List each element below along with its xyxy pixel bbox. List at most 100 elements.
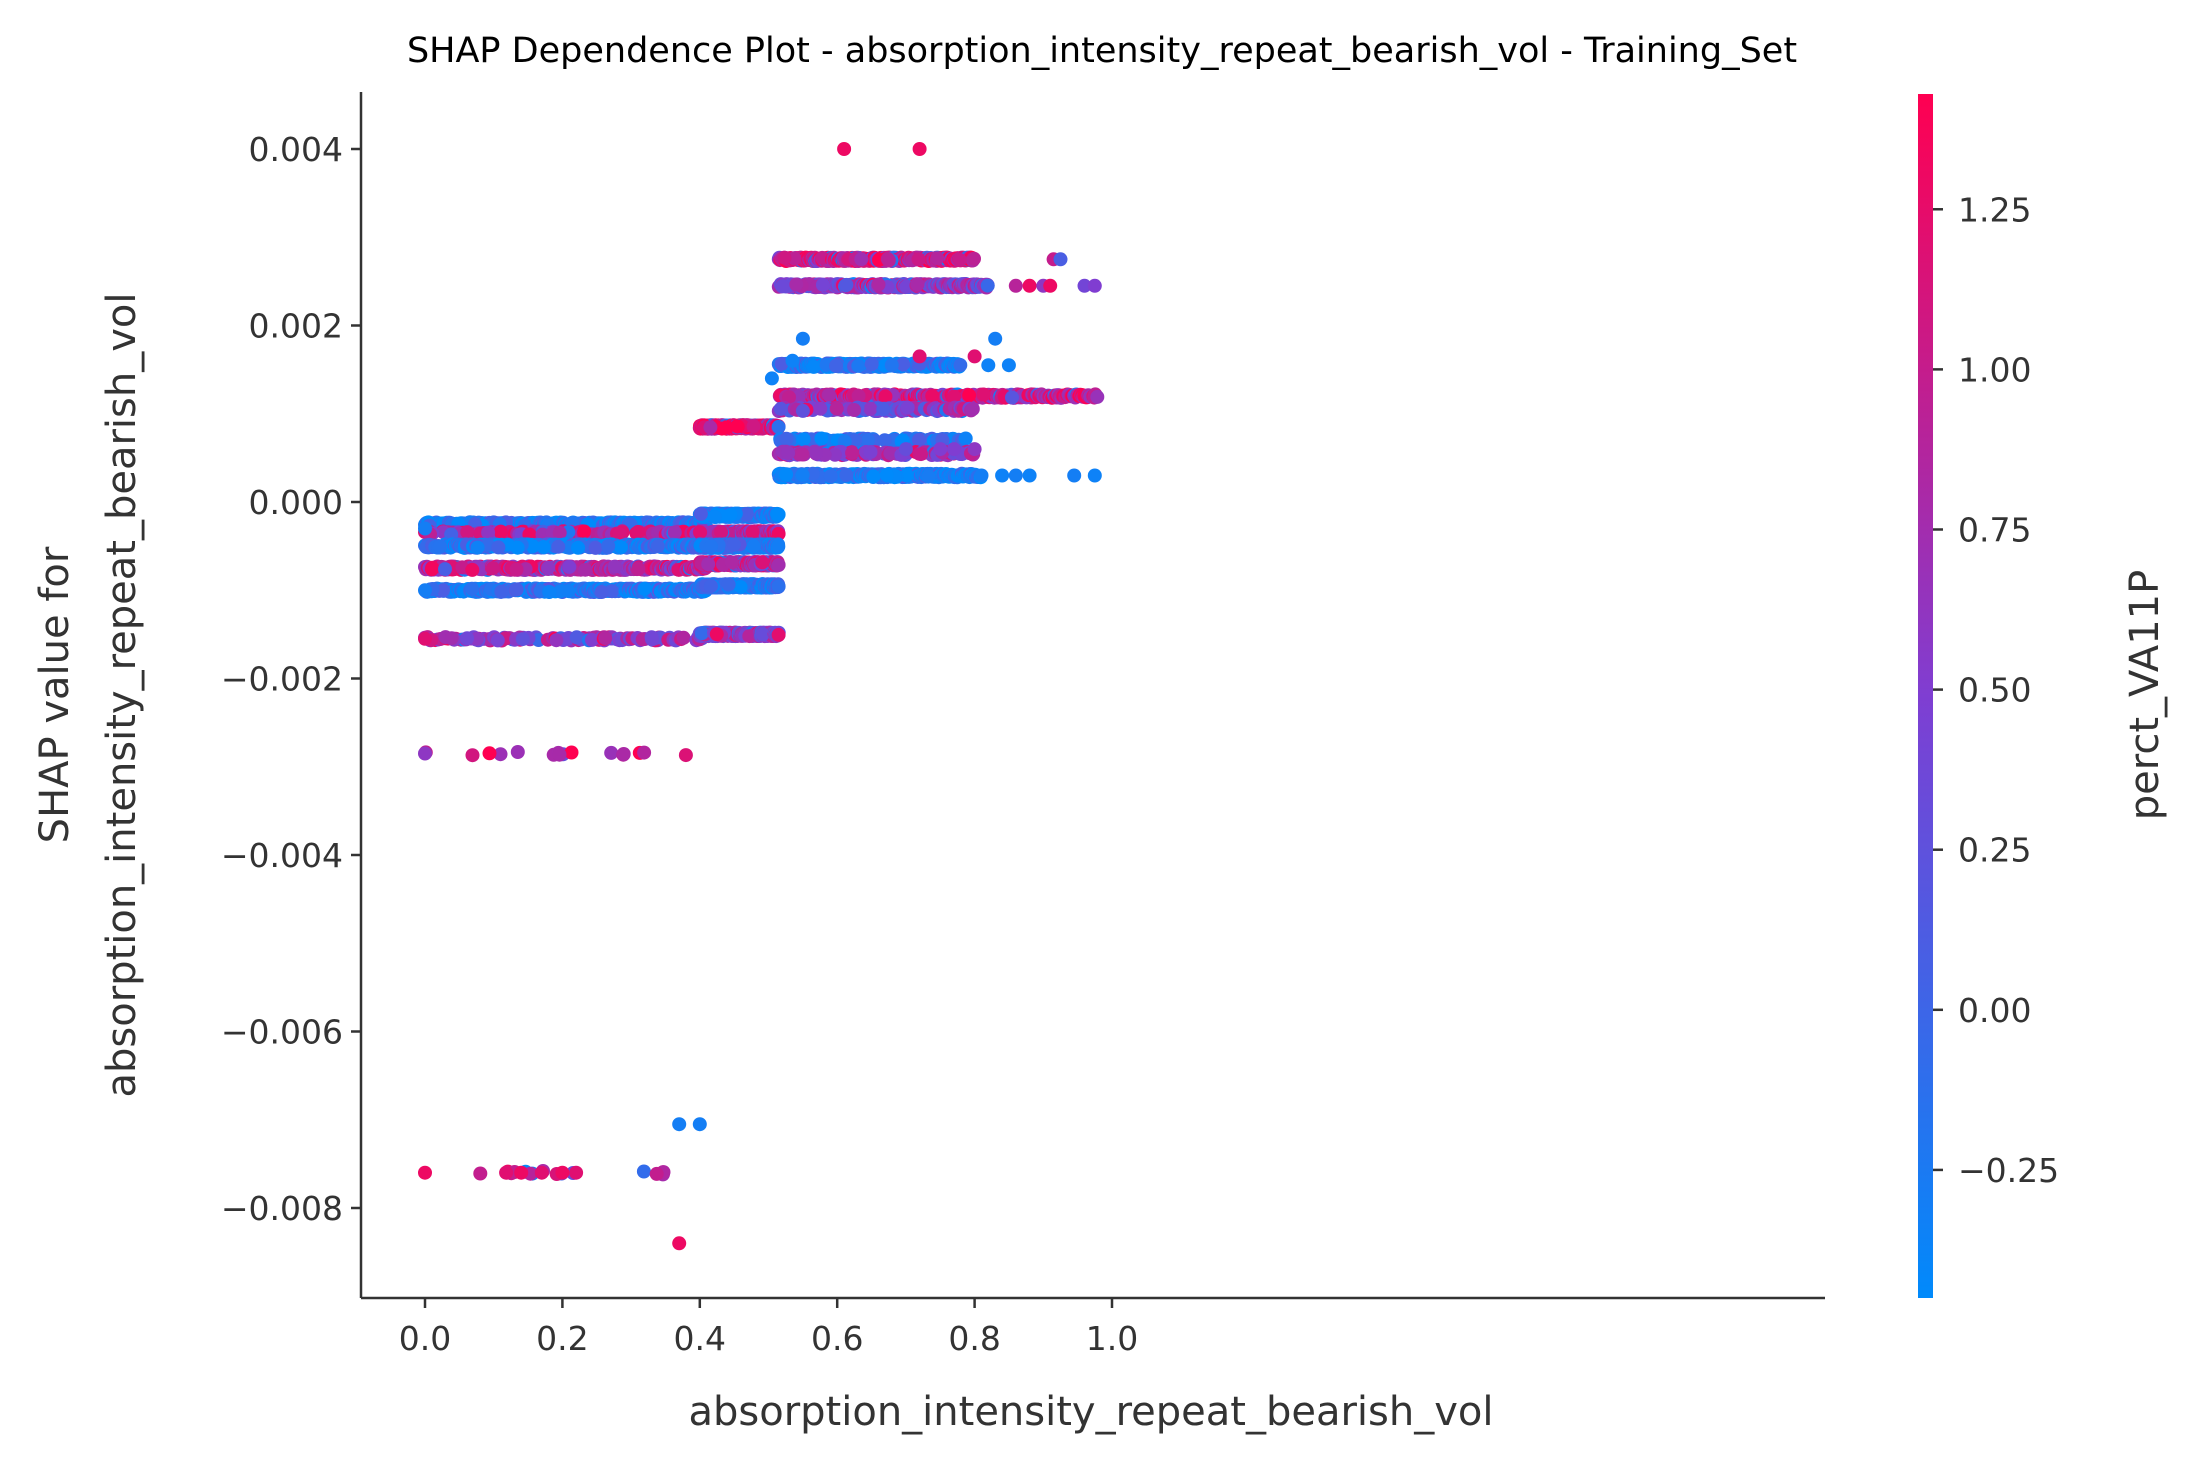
- scatter-point: [730, 419, 745, 434]
- scatter-point: [464, 581, 479, 596]
- scatter-band: [418, 524, 709, 542]
- scatter-point: [952, 253, 967, 267]
- scatter-point: [424, 562, 439, 577]
- scatter-point: [910, 277, 925, 292]
- scatter-band: [771, 277, 995, 295]
- scatter-band: [771, 250, 981, 268]
- scatter-point: [787, 251, 802, 266]
- scatter-point: [444, 631, 459, 646]
- scatter-point: [746, 538, 761, 553]
- scatter-point: [701, 557, 716, 572]
- scatter-point: [775, 279, 790, 294]
- scatter-point: [976, 387, 991, 402]
- scatter-point: [614, 540, 628, 555]
- scatter-point: [577, 524, 592, 539]
- scatter-point: [637, 745, 652, 760]
- scatter-point: [815, 277, 830, 292]
- scatter-point: [569, 630, 584, 645]
- scatter-point: [733, 580, 748, 595]
- scatter-point: [536, 540, 551, 554]
- scatter-point: [930, 251, 945, 266]
- scatter-point: [636, 1164, 651, 1179]
- scatter-point: [594, 585, 609, 599]
- scatter-point: [676, 630, 691, 645]
- scatter-band: [692, 506, 786, 524]
- scatter-point: [525, 539, 540, 554]
- scatter-band: [692, 577, 786, 595]
- scatter-point: [745, 525, 760, 539]
- scatter-point: [947, 389, 962, 404]
- scatter-point: [667, 525, 682, 540]
- scatter-point: [649, 1166, 664, 1181]
- scatter-point: [884, 358, 899, 373]
- scatter-point: [616, 747, 631, 761]
- scatter-point: [911, 252, 926, 267]
- scatter-point: [771, 627, 786, 642]
- scatter-point: [723, 507, 738, 522]
- scatter-point: [739, 507, 754, 521]
- scatter-point: [771, 419, 786, 434]
- scatter-point: [465, 562, 480, 577]
- scatter-point: [777, 250, 792, 265]
- scatter-point: [510, 745, 525, 759]
- scatter-point: [490, 633, 505, 648]
- scatter-point: [552, 525, 567, 540]
- scatter-point: [854, 252, 869, 267]
- scatter-band: [693, 537, 786, 555]
- scatter-point: [509, 562, 524, 577]
- scatter-point: [460, 525, 475, 540]
- scatter-point: [839, 277, 854, 292]
- scatter-point: [871, 277, 886, 292]
- scatter-point: [564, 745, 579, 760]
- scatter-point: [703, 420, 718, 435]
- scatter-point: [605, 584, 619, 599]
- scatter-point: [925, 389, 940, 403]
- scatter-point: [789, 277, 804, 292]
- scatter-point: [604, 745, 619, 760]
- scatter-point: [481, 525, 496, 540]
- scatter-point: [612, 527, 627, 542]
- scatter-point: [704, 539, 718, 554]
- scatter-point: [509, 582, 524, 597]
- scatter-points: [418, 142, 1105, 1251]
- scatter-band: [692, 555, 786, 573]
- scatter-band: [418, 745, 693, 763]
- scatter-point: [771, 507, 786, 522]
- scatter-point: [709, 627, 724, 642]
- scatter-point: [707, 510, 722, 524]
- scatter-point: [465, 748, 480, 763]
- scatter-point: [549, 633, 564, 648]
- scatter-point: [510, 540, 525, 555]
- scatter-point: [460, 631, 475, 646]
- scatter-band: [692, 625, 786, 644]
- scatter-point: [953, 358, 968, 373]
- scatter-point: [746, 419, 761, 434]
- scatter-point: [493, 524, 508, 539]
- chart-title: SHAP Dependence Plot - absorption_intens…: [407, 31, 1797, 71]
- scatter-band: [418, 559, 714, 577]
- scatter-point: [585, 632, 599, 647]
- scatter-point: [470, 540, 485, 555]
- scatter-point: [542, 585, 557, 599]
- scatter-point: [742, 629, 757, 644]
- scatter-point: [631, 524, 646, 539]
- scatter-point: [473, 1166, 488, 1181]
- scatter-point: [644, 630, 659, 645]
- scatter-point: [493, 747, 508, 762]
- scatter-point: [724, 555, 739, 570]
- scatter-point: [438, 562, 452, 577]
- scatter-band: [418, 537, 712, 555]
- scatter-point: [571, 540, 586, 555]
- scatter-point: [774, 356, 789, 371]
- scatter-point: [482, 746, 497, 761]
- scatter-point: [755, 555, 770, 570]
- scatter-point: [967, 251, 981, 266]
- scatter-point: [864, 357, 879, 372]
- scatter-point: [880, 252, 895, 266]
- scatter-point: [980, 278, 995, 293]
- scatter-point: [806, 359, 821, 374]
- scatter-point: [491, 540, 506, 555]
- scatter-point: [485, 561, 500, 576]
- scatter-point: [714, 525, 729, 540]
- scatter-point: [607, 559, 622, 574]
